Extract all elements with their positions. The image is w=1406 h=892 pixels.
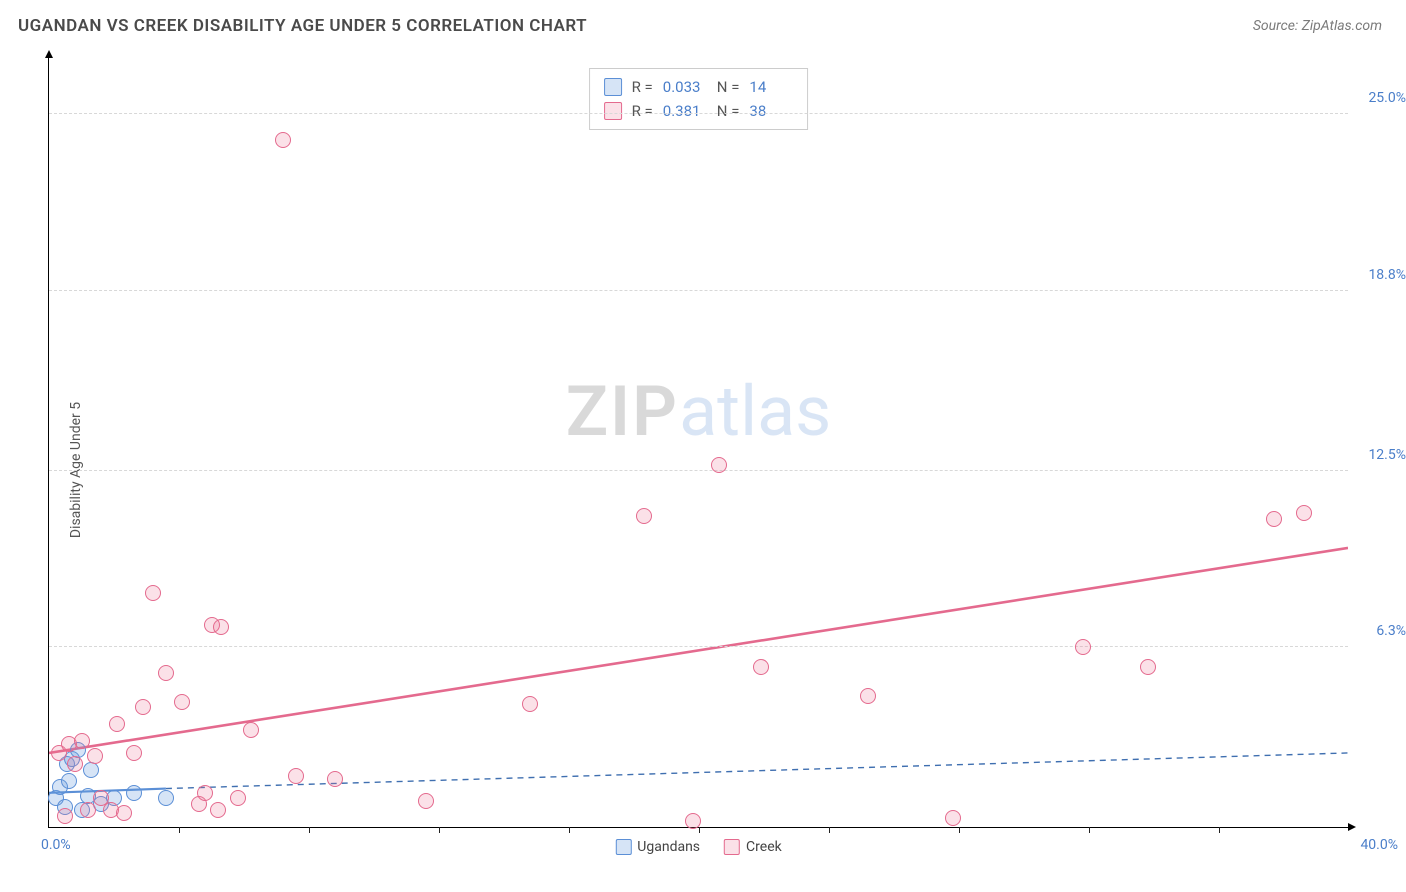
x-tick <box>1089 827 1090 833</box>
chart-header: UGANDAN VS CREEK DISABILITY AGE UNDER 5 … <box>0 0 1406 44</box>
data-point <box>80 802 96 818</box>
chart-area: Disability Age Under 5 ZIPatlas R =0.033… <box>0 48 1406 892</box>
data-point <box>174 694 190 710</box>
data-point <box>1266 511 1282 527</box>
legend: Ugandans Creek <box>615 839 781 855</box>
data-point <box>74 733 90 749</box>
data-point <box>67 756 83 772</box>
data-point <box>418 793 434 809</box>
stat-n-value: 14 <box>749 75 793 99</box>
watermark: ZIPatlas <box>566 371 832 453</box>
x-axis-arrow-icon <box>1348 823 1356 831</box>
x-tick <box>569 827 570 833</box>
x-tick <box>179 827 180 833</box>
gridline <box>49 290 1348 291</box>
stats-box: R = 0.033 N = 14 R = 0.381 N = 38 <box>589 68 809 130</box>
legend-swatch-icon <box>724 839 740 855</box>
x-axis-min-label: 0.0% <box>41 837 71 853</box>
y-tick-label: 12.5% <box>1368 447 1406 463</box>
y-tick-label: 18.8% <box>1368 267 1406 283</box>
data-point <box>158 665 174 681</box>
legend-label: Creek <box>746 839 782 855</box>
stat-r-value: 0.033 <box>663 75 707 99</box>
data-point <box>197 785 213 801</box>
data-point <box>636 508 652 524</box>
data-point <box>685 813 701 829</box>
stat-r-label: R = <box>632 99 653 123</box>
x-tick <box>1219 827 1220 833</box>
y-axis-arrow-icon <box>45 50 53 58</box>
data-point <box>522 696 538 712</box>
data-point <box>860 688 876 704</box>
data-point <box>213 619 229 635</box>
x-tick <box>699 827 700 833</box>
watermark-atlas: atlas <box>679 371 831 453</box>
x-tick <box>829 827 830 833</box>
gridline <box>49 646 1348 647</box>
data-point <box>1075 639 1091 655</box>
stat-n-value: 38 <box>749 99 793 123</box>
data-point <box>327 771 343 787</box>
data-point <box>61 773 77 789</box>
series-swatch-icon <box>604 102 622 120</box>
legend-item: Ugandans <box>615 839 700 855</box>
y-tick-label: 6.3% <box>1376 623 1406 639</box>
data-point <box>288 768 304 784</box>
data-point <box>945 810 961 826</box>
data-point <box>230 790 246 806</box>
gridline <box>49 113 1348 114</box>
trend-line <box>166 753 1348 789</box>
x-axis-max-label: 40.0% <box>1360 837 1398 853</box>
data-point <box>158 790 174 806</box>
data-point <box>83 762 99 778</box>
data-point <box>243 722 259 738</box>
plot-region: ZIPatlas R =0.033N =14R =0.381N =38 0.0%… <box>48 58 1348 828</box>
legend-item: Creek <box>724 839 782 855</box>
series-swatch-icon <box>604 78 622 96</box>
data-point <box>1140 659 1156 675</box>
data-point <box>135 699 151 715</box>
stat-r-label: R = <box>632 75 653 99</box>
data-point <box>126 785 142 801</box>
trend-lines <box>49 58 1348 827</box>
data-point <box>126 745 142 761</box>
stats-row: R = 0.033 N = 14 <box>604 75 794 99</box>
stats-row: R = 0.381 N = 38 <box>604 99 794 123</box>
trend-line <box>49 548 1348 753</box>
stat-r-value: 0.381 <box>663 99 707 123</box>
data-point <box>57 808 73 824</box>
legend-label: Ugandans <box>637 839 700 855</box>
watermark-zip: ZIP <box>566 371 679 453</box>
data-point <box>145 585 161 601</box>
data-point <box>1296 505 1312 521</box>
data-point <box>275 132 291 148</box>
chart-title: UGANDAN VS CREEK DISABILITY AGE UNDER 5 … <box>18 16 587 36</box>
data-point <box>116 805 132 821</box>
x-tick <box>439 827 440 833</box>
stat-n-label: N = <box>717 99 740 123</box>
data-point <box>711 457 727 473</box>
y-tick-label: 25.0% <box>1368 90 1406 106</box>
x-tick <box>959 827 960 833</box>
data-point <box>87 748 103 764</box>
data-point <box>210 802 226 818</box>
x-tick <box>309 827 310 833</box>
stat-n-label: N = <box>717 75 740 99</box>
gridline <box>49 470 1348 471</box>
chart-source: Source: ZipAtlas.com <box>1253 18 1382 34</box>
data-point <box>753 659 769 675</box>
data-point <box>109 716 125 732</box>
legend-swatch-icon <box>615 839 631 855</box>
